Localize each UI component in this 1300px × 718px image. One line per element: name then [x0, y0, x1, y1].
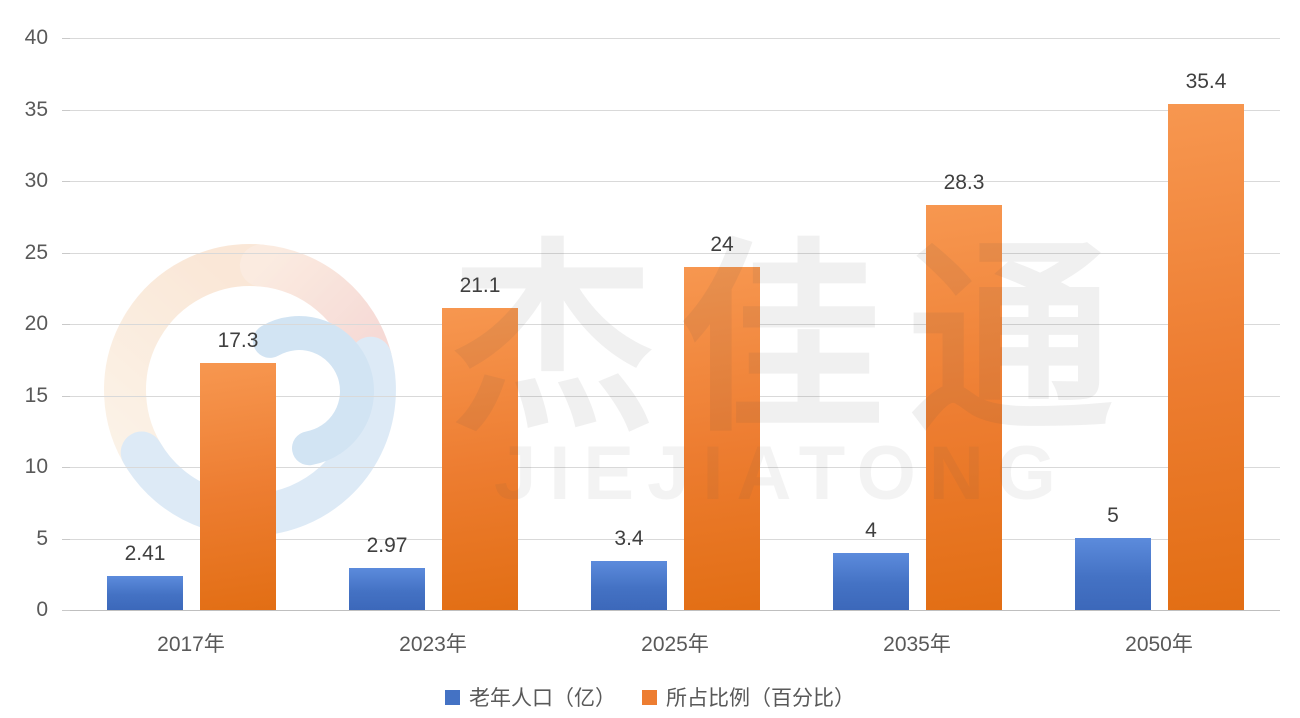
legend: 老年人口（亿） 所占比例（百分比） [0, 682, 1300, 712]
legend-swatch-icon [445, 689, 460, 705]
y-axis-tick [62, 324, 70, 325]
bar-population-1 [107, 576, 183, 610]
y-axis-tick [62, 539, 70, 540]
y-axis-label: 25 [24, 241, 48, 264]
y-axis-label: 40 [24, 26, 48, 49]
y-axis-label: 10 [24, 455, 48, 478]
x-axis-label: 2025年 [641, 633, 709, 656]
bar-value-label: 35.4 [1185, 70, 1227, 93]
swirl-arc-cream [104, 244, 282, 483]
bar-percentage-4 [926, 205, 1002, 610]
y-axis-label: 15 [24, 384, 48, 407]
y-axis-tick [62, 610, 70, 611]
gridline [70, 110, 1280, 111]
bar-population-4 [833, 553, 909, 610]
watermark-logo-swirl [104, 244, 396, 536]
gridline [70, 253, 1280, 254]
bar-value-label: 21.1 [459, 274, 501, 297]
gridline [70, 38, 1280, 39]
bar-population-5 [1075, 538, 1151, 610]
bar-value-label: 4 [865, 519, 877, 542]
y-axis-tick [62, 253, 70, 254]
legend-label: 老年人口（亿） [469, 687, 616, 710]
y-axis-tick [62, 38, 70, 39]
bar-value-label: 5 [1107, 504, 1119, 527]
bar-value-label: 28.3 [943, 171, 985, 194]
bar-percentage-1 [200, 363, 276, 610]
legend-swatch-icon [642, 689, 657, 705]
y-axis-tick [62, 467, 70, 468]
gridline [70, 396, 1280, 397]
bar-value-label: 3.4 [614, 527, 644, 550]
bar-population-3 [591, 561, 667, 610]
bar-population-2 [349, 568, 425, 610]
legend-item: 老年人口（亿） [445, 682, 616, 712]
x-axis-label: 2035年 [883, 633, 951, 656]
bar-value-label: 2.41 [124, 542, 166, 565]
bar-percentage-3 [684, 267, 760, 610]
y-axis-label: 35 [24, 98, 48, 121]
gridline [70, 181, 1280, 182]
legend-item: 所占比例（百分比） [642, 682, 855, 712]
y-axis-tick [62, 396, 70, 397]
bar-value-label: 17.3 [217, 329, 259, 352]
legend-label: 所占比例（百分比） [666, 687, 855, 710]
x-axis-label: 2023年 [399, 633, 467, 656]
x-axis-label: 2050年 [1125, 633, 1193, 656]
bar-percentage-5 [1168, 104, 1244, 610]
gridline [70, 539, 1280, 540]
swirl-arc-blue [120, 336, 396, 536]
y-axis-label: 0 [36, 598, 48, 621]
y-axis-tick [62, 110, 70, 111]
y-axis-tick [62, 181, 70, 182]
gridline [70, 467, 1280, 468]
swirl-inner-hook [252, 316, 374, 466]
x-axis-label: 2017年 [157, 633, 225, 656]
bar-value-label: 24 [710, 233, 734, 256]
x-axis-line [70, 610, 1280, 611]
bar-value-label: 2.97 [366, 534, 408, 557]
y-axis-label: 5 [36, 527, 48, 550]
gridline [70, 324, 1280, 325]
bar-percentage-2 [442, 308, 518, 610]
y-axis-label: 30 [24, 169, 48, 192]
y-axis-label: 20 [24, 312, 48, 335]
